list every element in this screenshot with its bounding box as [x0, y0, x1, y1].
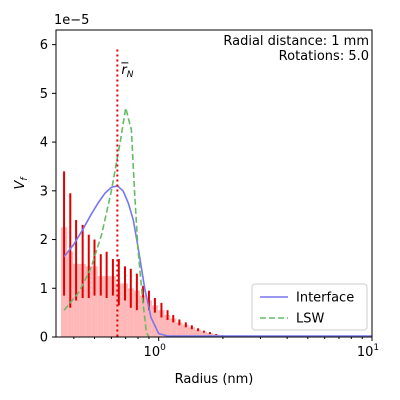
y-axis-label: Vf	[13, 176, 30, 190]
histogram-bar	[176, 322, 183, 337]
x-tick-label: 100	[144, 343, 167, 360]
histogram-bar	[151, 305, 159, 337]
series-lines	[63, 107, 372, 338]
x-tick-label-base: 10	[144, 345, 161, 360]
error-bars	[63, 171, 230, 337]
x-tick-label-exponent: 1	[373, 343, 379, 353]
legend-label-interface: Interface	[296, 291, 354, 306]
legend: Interface LSW	[251, 283, 368, 331]
rbar-label-main: r	[121, 63, 128, 78]
histogram-bar	[79, 263, 86, 337]
series-line-interface	[63, 185, 372, 337]
histogram-bar	[158, 310, 165, 337]
y-ticks: 0 1 2 3 4 5 6	[40, 38, 56, 346]
x-tick-label: 101	[357, 343, 379, 360]
histogram-bar	[194, 329, 202, 337]
histogram-bar	[115, 283, 122, 337]
histogram-bar	[182, 324, 189, 337]
histogram-bar	[109, 276, 116, 337]
histogram-bar	[206, 333, 214, 337]
y-tick-label: 4	[40, 136, 48, 151]
y-axis-label-sub: f	[20, 176, 30, 181]
plot-frame	[55, 29, 373, 338]
y-axis-label-main: V	[13, 180, 28, 190]
rbar-label: rN	[121, 63, 133, 80]
y-offset-text: 1e−5	[54, 13, 89, 28]
annotation-rotations: Rotations: 5.0	[279, 49, 369, 64]
y-tick-label: 0	[40, 331, 48, 346]
series-line-lsw	[63, 107, 150, 338]
histogram-bar	[127, 288, 134, 337]
x-axis-label: Radius (nm)	[175, 372, 254, 387]
histogram-bar	[97, 276, 104, 337]
histogram-bar	[121, 283, 128, 337]
histogram-bar	[85, 266, 92, 337]
histogram-bar	[201, 331, 207, 337]
rbar-label-sub: N	[127, 70, 134, 80]
histogram-bar	[170, 318, 177, 337]
histogram-bar	[164, 315, 171, 337]
legend-label-lsw: LSW	[296, 312, 324, 327]
y-tick-label: 1	[40, 282, 48, 297]
y-tick-label: 6	[40, 38, 48, 53]
histogram-bar	[103, 276, 110, 337]
y-tick-label: 3	[40, 184, 48, 199]
histogram-bar	[133, 290, 140, 337]
histogram-bar	[146, 300, 152, 337]
annotation-radial-distance: Radial distance: 1 mm	[223, 34, 369, 49]
rbar-marker: rN	[116, 49, 134, 337]
y-tick-label: 2	[40, 233, 48, 248]
histogram-bar	[139, 295, 147, 337]
histogram-bar	[188, 327, 195, 337]
y-tick-label: 5	[40, 87, 48, 102]
x-tick-label-exponent: 0	[160, 343, 166, 353]
x-tick-label-base: 10	[357, 345, 374, 360]
histogram-bar	[91, 266, 98, 337]
x-ticks: 100 101	[73, 337, 379, 360]
